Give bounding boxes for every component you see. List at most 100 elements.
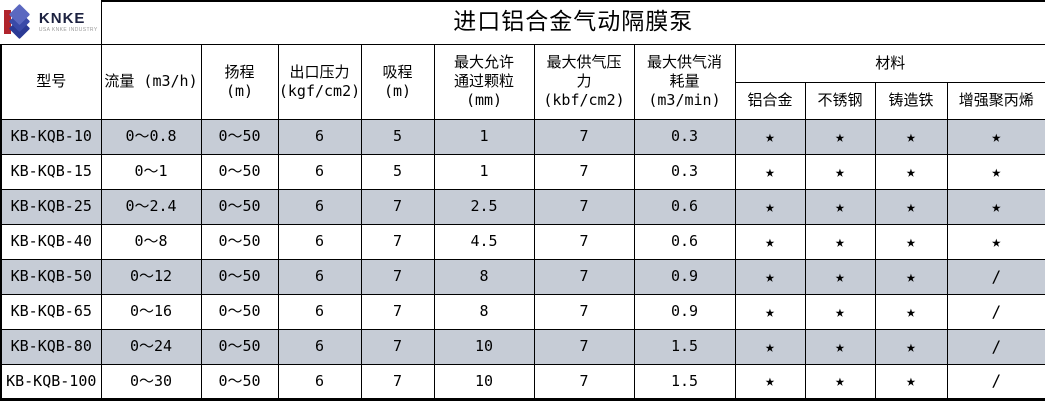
model-cell: KB-KQB-10 [0, 118, 102, 155]
material-cell: ★ [734, 363, 806, 401]
brand-tagline: USA KNKE INDUSTRY [38, 26, 98, 33]
table-cell: 0.9 [633, 293, 736, 330]
table-row: KB-KQB-80 0～24 0～50 6 7 10 7 1.5 ★ ★ ★ / [0, 328, 1045, 365]
table-cell: 0～50 [200, 328, 279, 365]
table-cell: 0.6 [633, 223, 736, 260]
table-cell: 0.3 [633, 153, 736, 190]
table-cell: 6 [277, 363, 362, 401]
material-cell: ★ [804, 188, 876, 225]
table-row: KB-KQB-10 0～0.8 0～50 6 5 1 7 0.3 ★ ★ ★ ★ [0, 118, 1045, 155]
title-row: KNKE USA KNKE INDUSTRY 进口铝合金气动隔膜泵 [1, 0, 1045, 45]
column-header-stainless: 不锈钢 [804, 81, 876, 120]
header-line: 力 [576, 72, 592, 91]
material-cell: ★ [874, 118, 948, 155]
table-cell: 7 [533, 293, 635, 330]
header-line: (kbf/cm2) [543, 90, 625, 109]
table-cell: 0.6 [633, 188, 736, 225]
column-header-flow: 流量 (m3/h) [100, 43, 202, 120]
column-header-head: 扬程 (m) [200, 43, 279, 120]
table-cell: 0～1 [100, 153, 202, 190]
logo-mark-icon [3, 4, 34, 40]
table-cell: 10 [433, 363, 535, 401]
table-cell: 7 [533, 118, 635, 155]
header-line: 型号 [36, 72, 67, 91]
material-cell: ★ [804, 328, 876, 365]
table-cell: 1.5 [633, 363, 736, 401]
table-cell: 7 [533, 153, 635, 190]
header-line: 流量 (m3/h) [104, 72, 198, 91]
page-title: 进口铝合金气动隔膜泵 [100, 0, 1045, 45]
material-cell: / [946, 328, 1045, 365]
table-cell: 7 [360, 188, 435, 225]
table-cell: 7 [533, 363, 635, 401]
material-cell: ★ [734, 118, 806, 155]
model-cell: KB-KQB-80 [0, 328, 102, 365]
table-cell: 0～8 [100, 223, 202, 260]
header-row-main: 型号 流量 (m3/h) 扬程 (m) 出口压力 (kgf/cm2) 吸程 (m… [0, 43, 1045, 120]
table-cell: 0～50 [200, 293, 279, 330]
table-row: KB-KQB-15 0～1 0～50 6 5 1 7 0.3 ★ ★ ★ ★ [0, 153, 1045, 190]
model-cell: KB-KQB-65 [0, 293, 102, 330]
table-cell: 0～30 [100, 363, 202, 401]
material-cell: ★ [946, 153, 1045, 190]
column-header-max-particle: 最大允许 通过颗粒 (mm) [433, 43, 535, 120]
material-cell: ★ [874, 153, 948, 190]
table-cell: 8 [433, 293, 535, 330]
table-cell: 7 [360, 223, 435, 260]
material-cell: ★ [734, 153, 806, 190]
header-line: 耗量 [669, 72, 700, 91]
table-cell: 0～0.8 [100, 118, 202, 155]
table-cell: 0.9 [633, 258, 736, 295]
table-cell: 5 [360, 118, 435, 155]
column-header-max-supply-pressure: 最大供气压 力 (kbf/cm2) [533, 43, 635, 120]
material-cell: ★ [734, 188, 806, 225]
model-cell: KB-KQB-100 [0, 363, 102, 401]
table-cell: 7 [533, 328, 635, 365]
material-cell: ★ [946, 223, 1045, 260]
material-cell: ★ [804, 118, 876, 155]
table-cell: 0.3 [633, 118, 736, 155]
header-line: 扬程 [224, 62, 255, 81]
header-line: 最大供气消 [646, 53, 722, 72]
table-cell: 2.5 [433, 188, 535, 225]
material-cell: ★ [734, 223, 806, 260]
header-line: 最大供气压 [546, 53, 622, 72]
table-cell: 5 [360, 153, 435, 190]
material-cell: ★ [734, 293, 806, 330]
brand-name: KNKE [38, 9, 86, 27]
material-cell: ★ [804, 223, 876, 260]
table-cell: 0～50 [200, 153, 279, 190]
table-cell: 7 [533, 223, 635, 260]
material-cell: / [946, 363, 1045, 401]
table-cell: 7 [533, 258, 635, 295]
header-line: 吸程 [382, 62, 413, 81]
material-cell: ★ [874, 293, 948, 330]
material-cell: ★ [734, 328, 806, 365]
header-row-materials: 铝合金 不锈钢 铸造铁 增强聚丙烯 [1, 81, 1045, 120]
header-line: 通过颗粒 [453, 72, 514, 91]
table-cell: 7 [360, 328, 435, 365]
table-cell: 4.5 [433, 223, 535, 260]
table-cell: 0～50 [200, 188, 279, 225]
table-cell: 0～50 [200, 363, 279, 401]
table-cell: 6 [277, 328, 362, 365]
column-group-material: 材料 [734, 43, 1045, 83]
material-cell: ★ [874, 328, 948, 365]
header-line: 出口压力 [289, 62, 350, 81]
table-cell: 1.5 [633, 328, 736, 365]
column-header-outlet-pressure: 出口压力 (kgf/cm2) [277, 43, 362, 120]
material-cell: ★ [874, 258, 948, 295]
table-cell: 10 [433, 328, 535, 365]
table-cell: 6 [277, 118, 362, 155]
table-cell: 0～50 [200, 258, 279, 295]
material-cell: ★ [804, 258, 876, 295]
table-cell: 8 [433, 258, 535, 295]
table-cell: 7 [533, 188, 635, 225]
column-header-model: 型号 [0, 43, 102, 120]
table-cell: 0～16 [100, 293, 202, 330]
column-header-polypropylene: 增强聚丙烯 [946, 81, 1045, 120]
logo-cell: KNKE USA KNKE INDUSTRY [1, 1, 102, 45]
table-cell: 6 [277, 223, 362, 260]
